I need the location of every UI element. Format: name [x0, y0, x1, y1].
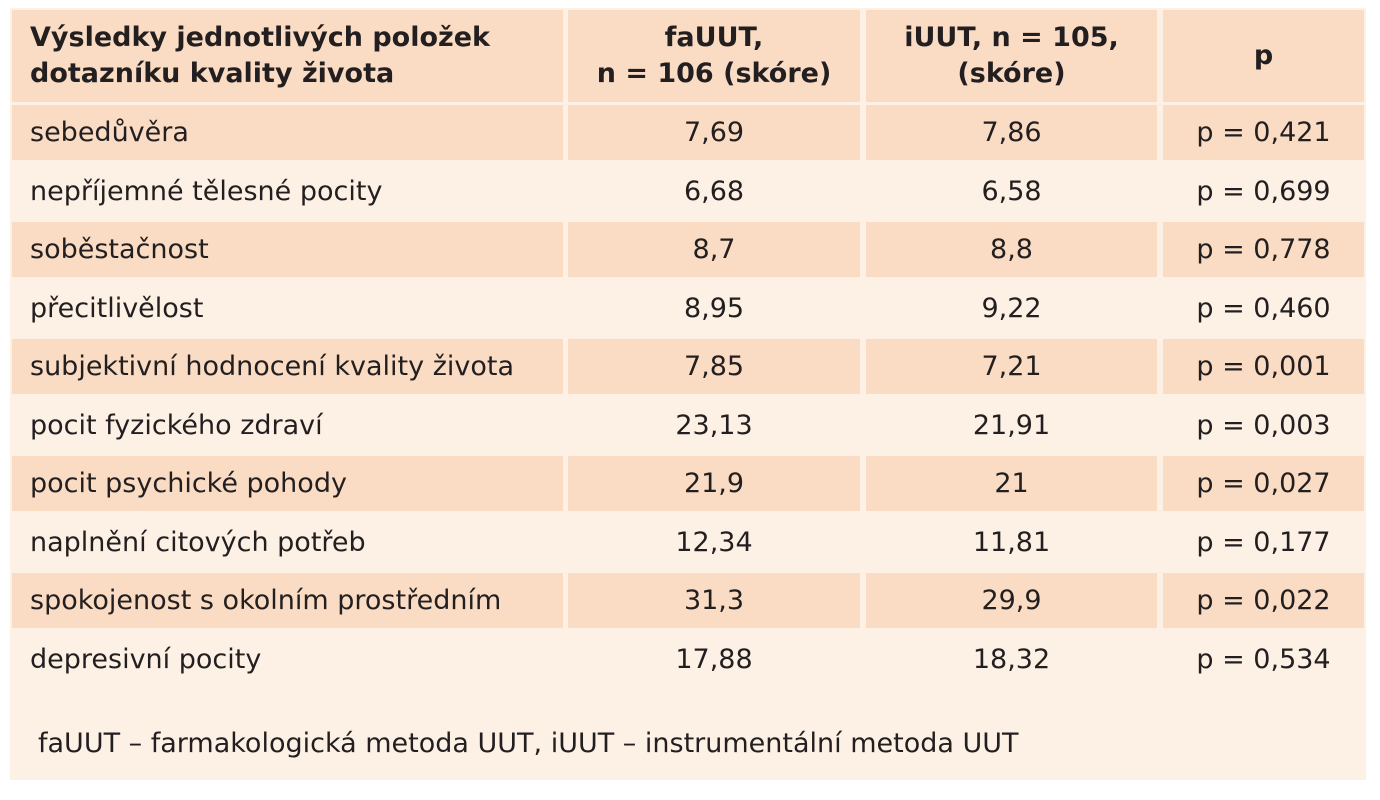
row-value: 12,34	[675, 526, 753, 558]
row-value: 7,86	[866, 105, 1157, 160]
header-text: faUUT,	[664, 22, 764, 53]
row-value: 7,85	[568, 339, 860, 394]
row-value: p = 0,027	[1163, 456, 1364, 511]
header-text: dotazníku kvality života	[30, 58, 395, 89]
row-value: p = 0,421	[1163, 105, 1364, 160]
row-value: 29,9	[866, 573, 1157, 628]
row-label: pocit psychické pohody	[12, 456, 563, 511]
row-value: 31,3	[568, 573, 860, 628]
row-value: p = 0,778	[1163, 222, 1364, 277]
row-value: 11,81	[972, 526, 1051, 558]
row-label: pocit fyzického zdraví	[30, 409, 323, 441]
row-label: sebedůvěra	[12, 105, 563, 160]
row-value: p = 0,699	[1196, 175, 1331, 207]
header-text: Výsledky jednotlivých položek	[30, 22, 490, 53]
header-cell: iUUT, n = 105, (skóre)	[866, 10, 1157, 102]
header-text: (skóre)	[957, 58, 1066, 89]
row-value: p = 0,003	[1196, 409, 1331, 441]
row-value: 6,68	[683, 175, 745, 207]
row-label: nepříjemné tělesné pocity	[30, 175, 383, 207]
header-text: iUUT, n = 105,	[904, 22, 1119, 53]
row-label: přecitlivělost	[30, 292, 204, 324]
row-label: naplnění citových potřeb	[30, 526, 366, 558]
row-value: 6,58	[981, 175, 1042, 207]
row-label: depresivní pocity	[30, 643, 262, 675]
header-cell: p	[1163, 10, 1364, 102]
row-value: 21	[866, 456, 1157, 511]
row-value: 17,88	[675, 643, 753, 675]
row-value: p = 0,177	[1196, 526, 1331, 558]
header-text: p	[1253, 40, 1274, 71]
row-value: p = 0,001	[1163, 339, 1364, 394]
header-cell: Výsledky jednotlivých položek dotazníku k…	[12, 10, 563, 102]
row-value: 7,69	[568, 105, 860, 160]
row-value: 9,22	[981, 292, 1042, 324]
row-value: 8,95	[683, 292, 745, 324]
row-label: subjektivní hodnocení kvality života	[12, 339, 563, 394]
row-value: 8,8	[866, 222, 1157, 277]
row-value: 18,32	[972, 643, 1051, 675]
row-value: 7,21	[866, 339, 1157, 394]
row-value: 23,13	[675, 409, 753, 441]
header-text: n = 106 (skóre)	[596, 58, 832, 89]
row-label: soběstačnost	[12, 222, 563, 277]
row-value: p = 0,534	[1196, 643, 1331, 675]
table: faUUT – farmakologická metoda UUT, iUUT …	[10, 8, 1366, 780]
row-value: 8,7	[568, 222, 860, 277]
row-label: spokojenost s okolním prostředním	[12, 573, 563, 628]
row-value: p = 0,460	[1196, 292, 1331, 324]
row-value: p = 0,022	[1163, 573, 1364, 628]
row-value: 21,9	[568, 456, 860, 511]
row-value: 21,91	[972, 409, 1051, 441]
table-note: faUUT – farmakologická metoda UUT, iUUT …	[38, 728, 1019, 759]
header-cell: faUUT, n = 106 (skóre)	[568, 10, 860, 102]
